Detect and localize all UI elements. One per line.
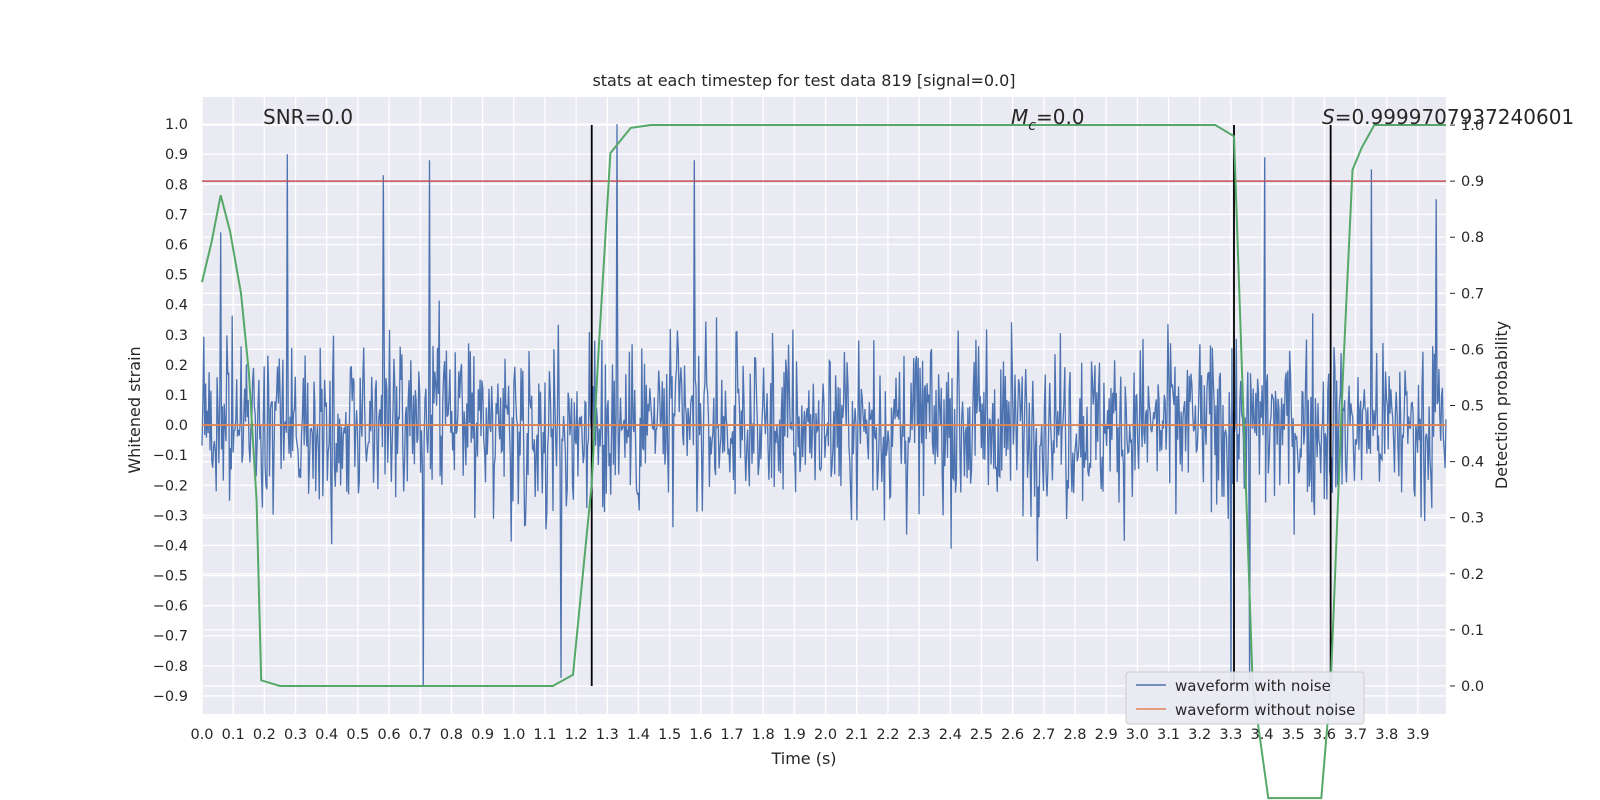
right-y-tick-label: 0.7 bbox=[1461, 286, 1484, 302]
x-tick-label: 1.3 bbox=[596, 727, 619, 743]
right-y-tick-label: 0.2 bbox=[1461, 567, 1484, 583]
x-tick-label: 1.9 bbox=[783, 727, 806, 743]
x-axis-label: Time (s) bbox=[770, 749, 836, 768]
y-tick-label: −0.4 bbox=[153, 538, 188, 554]
x-tick-label: 1.2 bbox=[565, 727, 588, 743]
x-tick-label: 3.0 bbox=[1126, 727, 1149, 743]
probability-series bbox=[201, 124, 1446, 800]
x-tick-label: 3.7 bbox=[1344, 727, 1367, 743]
x-tick-label: 1.6 bbox=[689, 727, 712, 743]
y-tick-label: 0.6 bbox=[165, 237, 188, 253]
chart-title: stats at each timestep for test data 819… bbox=[592, 71, 1015, 90]
x-tick-label: 0.1 bbox=[222, 727, 245, 743]
right-y-tick-label: 0.1 bbox=[1461, 623, 1484, 639]
x-tick-label: 0.5 bbox=[346, 727, 369, 743]
x-tick-label: 2.2 bbox=[876, 727, 899, 743]
x-tick-label: 2.4 bbox=[939, 727, 962, 743]
right-y-tick-label: 1.0 bbox=[1461, 118, 1484, 134]
right-y-tick-labels: 0.0 0.1 0.2 0.3 0.4 0.5 0.6 0.7 0.8 0.9 1.0 bbox=[1461, 118, 1484, 695]
legend: waveform with noise waveform without noi… bbox=[1125, 671, 1365, 725]
mc-symbol: M bbox=[1011, 105, 1028, 129]
snr-annotation: SNR=0.0 bbox=[263, 105, 353, 129]
x-tick-label: 1.5 bbox=[658, 727, 681, 743]
x-tick-label: 0.0 bbox=[190, 727, 213, 743]
legend-box bbox=[1125, 671, 1365, 725]
x-tick-label: 2.1 bbox=[845, 727, 868, 743]
x-tick-label: 3.4 bbox=[1251, 727, 1274, 743]
x-tick-label: 0.7 bbox=[409, 727, 432, 743]
noise-line bbox=[201, 124, 1447, 687]
x-tick-label: 0.3 bbox=[284, 727, 307, 743]
x-tick-label: 3.8 bbox=[1375, 727, 1398, 743]
y-gridlines bbox=[202, 123, 1446, 697]
right-y-tick-label: 0.5 bbox=[1461, 399, 1484, 415]
y-tick-label: 0.4 bbox=[165, 298, 188, 314]
mc-subscript: c bbox=[1028, 118, 1036, 134]
noise-series bbox=[201, 124, 1447, 687]
y-tick-label: −0.6 bbox=[153, 599, 188, 615]
legend-noise-label: waveform with noise bbox=[1175, 677, 1331, 695]
x-tick-label: 3.5 bbox=[1282, 727, 1305, 743]
x-tick-label: 1.1 bbox=[533, 727, 556, 743]
x-tick-label: 3.1 bbox=[1157, 727, 1180, 743]
x-tick-label: 0.6 bbox=[378, 727, 401, 743]
x-tick-label: 2.3 bbox=[908, 727, 931, 743]
right-y-axis-label: Detection probability bbox=[1492, 321, 1511, 489]
y-tick-label: 0.0 bbox=[165, 418, 188, 434]
x-tick-label: 2.0 bbox=[814, 727, 837, 743]
x-tick-label: 3.6 bbox=[1313, 727, 1336, 743]
s-value: =0.9999707937240601 bbox=[1335, 105, 1574, 129]
y-tick-label: −0.2 bbox=[153, 478, 188, 494]
y-tick-label: −0.7 bbox=[153, 629, 188, 645]
x-tick-label: 0.2 bbox=[253, 727, 276, 743]
s-annotation: S=0.9999707937240601 bbox=[1322, 105, 1574, 129]
x-tick-label: 0.9 bbox=[471, 727, 494, 743]
y-tick-label: −0.9 bbox=[153, 689, 188, 705]
x-tick-label: 3.3 bbox=[1219, 727, 1242, 743]
x-tick-label: 3.2 bbox=[1188, 727, 1211, 743]
s-symbol: S bbox=[1322, 105, 1335, 129]
x-tick-label: 2.9 bbox=[1095, 727, 1118, 743]
x-tick-label: 0.4 bbox=[315, 727, 338, 743]
x-tick-label: 1.7 bbox=[720, 727, 743, 743]
right-y-tick-label: 0.8 bbox=[1461, 230, 1484, 246]
vertical-markers bbox=[590, 125, 1332, 686]
mc-value: =0.0 bbox=[1036, 105, 1085, 129]
x-tick-label: 2.7 bbox=[1032, 727, 1055, 743]
right-y-tick-label: 0.6 bbox=[1461, 342, 1484, 358]
y-tick-label: 1.0 bbox=[165, 117, 188, 133]
right-y-tick-label: 0.3 bbox=[1461, 511, 1484, 527]
right-y-tick-label: 0.9 bbox=[1461, 174, 1484, 190]
x-tick-label: 2.8 bbox=[1063, 727, 1086, 743]
y-tick-label: −0.3 bbox=[153, 508, 188, 524]
x-tick-label: 0.8 bbox=[440, 727, 463, 743]
x-tick-label: 3.9 bbox=[1406, 727, 1429, 743]
x-tick-label: 1.8 bbox=[752, 727, 775, 743]
x-tick-label: 2.5 bbox=[970, 727, 993, 743]
x-tick-label: 2.6 bbox=[1001, 727, 1024, 743]
y-axis-label: Whitened strain bbox=[125, 346, 144, 473]
y-tick-label: 0.7 bbox=[165, 207, 188, 223]
legend-flat-label: waveform without noise bbox=[1175, 701, 1355, 719]
y-tick-labels: −0.9 −0.8 −0.7 −0.6 −0.5 −0.4 −0.3 −0.2 −0.1 0.0 0… bbox=[153, 117, 188, 705]
y-tick-label: −0.8 bbox=[153, 659, 188, 675]
x-tick-label: 1.4 bbox=[627, 727, 650, 743]
y-tick-label: 0.2 bbox=[165, 358, 188, 374]
y-tick-label: 0.1 bbox=[165, 388, 188, 404]
y-tick-label: 0.8 bbox=[165, 177, 188, 193]
y-tick-label: 0.5 bbox=[165, 268, 188, 284]
y-tick-label: −0.1 bbox=[153, 448, 188, 464]
y-tick-label: 0.3 bbox=[165, 328, 188, 344]
right-y-tick-label: 0.4 bbox=[1461, 455, 1484, 471]
mc-annotation: Mc=0.0 bbox=[1011, 105, 1085, 134]
x-tick-labels: 0.0 0.1 0.2 0.3 0.4 0.5 0.6 0.7 0.8 0.9 1.0 1.1 1.2 1… bbox=[190, 727, 1429, 743]
probability-line bbox=[201, 124, 1446, 800]
x-tick-label: 1.0 bbox=[502, 727, 525, 743]
y-tick-label: 0.9 bbox=[165, 147, 188, 163]
right-y-tick-label: 0.0 bbox=[1461, 679, 1484, 695]
y-tick-label: −0.5 bbox=[153, 569, 188, 585]
